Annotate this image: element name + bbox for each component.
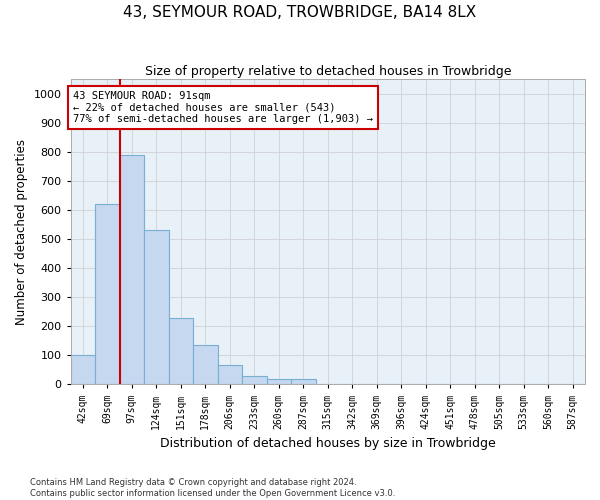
Bar (193, 345, 218, 385)
Text: 43, SEYMOUR ROAD, TROWBRIDGE, BA14 8LX: 43, SEYMOUR ROAD, TROWBRIDGE, BA14 8LX (124, 5, 476, 20)
Bar (169, 318, 193, 384)
X-axis label: Distribution of detached houses by size in Trowbridge: Distribution of detached houses by size … (160, 437, 496, 450)
Text: Contains HM Land Registry data © Crown copyright and database right 2024.
Contai: Contains HM Land Registry data © Crown c… (30, 478, 395, 498)
Bar (71, 356, 95, 384)
Text: 43 SEYMOUR ROAD: 91sqm
← 22% of detached houses are smaller (543)
77% of semi-de: 43 SEYMOUR ROAD: 91sqm ← 22% of detached… (73, 91, 373, 124)
Bar (266, 378, 291, 384)
Bar (144, 230, 169, 384)
Bar (242, 376, 266, 384)
Bar (218, 366, 242, 384)
Y-axis label: Number of detached properties: Number of detached properties (15, 139, 28, 325)
Bar (291, 379, 316, 384)
Title: Size of property relative to detached houses in Trowbridge: Size of property relative to detached ho… (145, 65, 511, 78)
Bar (95, 204, 119, 384)
Bar (119, 154, 144, 384)
